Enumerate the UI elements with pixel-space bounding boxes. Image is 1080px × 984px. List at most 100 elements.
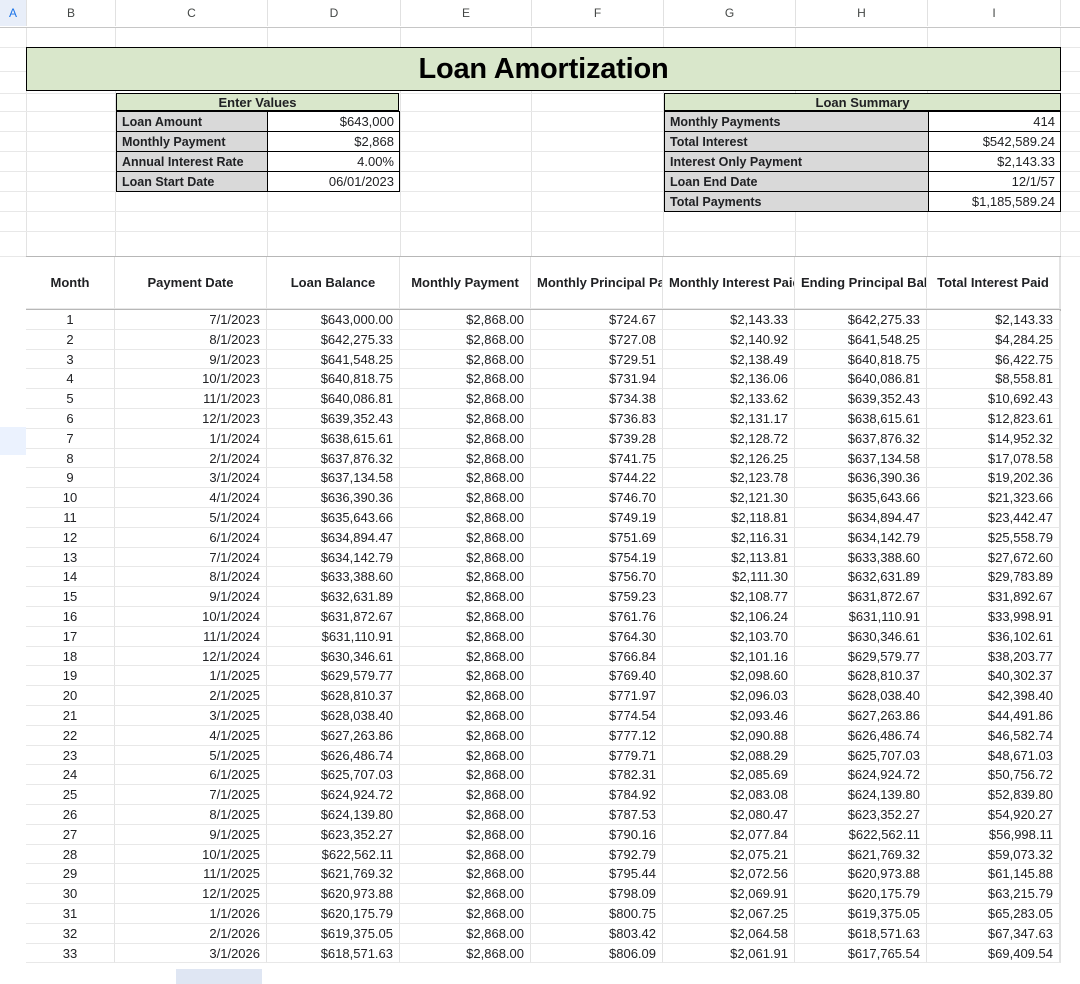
cell-r19-c3[interactable]: $2,868.00 [400, 686, 531, 706]
cell-r30-c0[interactable]: 31 [26, 904, 115, 924]
cell-r13-c1[interactable]: 8/1/2024 [115, 567, 267, 588]
cell-r26-c4[interactable]: $790.16 [531, 824, 663, 845]
cell-r12-c4[interactable]: $754.19 [531, 547, 663, 568]
cell-r14-c5[interactable]: $2,108.77 [663, 587, 795, 607]
cell-r10-c1[interactable]: 5/1/2024 [115, 508, 267, 528]
cell-r13-c0[interactable]: 14 [26, 567, 115, 588]
cell-r28-c4[interactable]: $795.44 [531, 864, 663, 885]
cell-r24-c3[interactable]: $2,868.00 [400, 785, 531, 805]
loan-summary-value-1[interactable]: $542,589.24 [928, 131, 1061, 152]
cell-r4-c1[interactable]: 11/1/2023 [115, 389, 267, 409]
cell-r4-c5[interactable]: $2,133.62 [663, 389, 795, 409]
table-row[interactable]: 3 9/1/2023 $641,548.25 $2,868.00 $729.51 $2,1… [26, 349, 1061, 370]
cell-r25-c1[interactable]: 8/1/2025 [115, 805, 267, 825]
cell-r6-c4[interactable]: $739.28 [531, 428, 663, 449]
cell-r12-c3[interactable]: $2,868.00 [400, 547, 531, 568]
table-row[interactable]: 33 3/1/2026 $618,571.63 $2,868.00 $806.09 $2,… [26, 943, 1061, 964]
cell-r31-c3[interactable]: $2,868.00 [400, 923, 531, 944]
cell-r8-c1[interactable]: 3/1/2024 [115, 468, 267, 489]
table-row[interactable]: 32 2/1/2026 $619,375.05 $2,868.00 $803.42 $2,… [26, 923, 1061, 944]
cell-r24-c2[interactable]: $624,924.72 [267, 785, 400, 805]
column-header-f[interactable]: F [532, 0, 664, 26]
cell-r0-c7[interactable]: $2,143.33 [927, 310, 1060, 330]
cell-r18-c5[interactable]: $2,098.60 [663, 666, 795, 687]
table-row[interactable]: 23 5/1/2025 $626,486.74 $2,868.00 $779.71 $2,… [26, 745, 1061, 766]
cell-r23-c0[interactable]: 24 [26, 765, 115, 786]
cell-r9-c2[interactable]: $636,390.36 [267, 488, 400, 508]
cell-r14-c6[interactable]: $631,872.67 [795, 587, 927, 607]
cell-r3-c7[interactable]: $8,558.81 [927, 369, 1060, 390]
table-row[interactable]: 7 1/1/2024 $638,615.61 $2,868.00 $739.28 $2,1… [26, 428, 1061, 449]
enter-values-value-0[interactable]: $643,000 [267, 111, 400, 132]
cell-r20-c2[interactable]: $628,038.40 [267, 706, 400, 726]
cell-r12-c1[interactable]: 7/1/2024 [115, 547, 267, 568]
cell-r7-c3[interactable]: $2,868.00 [400, 448, 531, 469]
cell-r17-c4[interactable]: $766.84 [531, 646, 663, 667]
cell-r19-c4[interactable]: $771.97 [531, 686, 663, 706]
cell-r31-c2[interactable]: $619,375.05 [267, 923, 400, 944]
column-header-a[interactable]: A [0, 0, 27, 26]
cell-r13-c3[interactable]: $2,868.00 [400, 567, 531, 588]
cell-r23-c4[interactable]: $782.31 [531, 765, 663, 786]
cell-r24-c7[interactable]: $52,839.80 [927, 785, 1060, 805]
enter-values-label-3[interactable]: Loan Start Date [116, 171, 268, 192]
cell-r7-c0[interactable]: 8 [26, 448, 115, 469]
cell-r1-c0[interactable]: 2 [26, 329, 115, 350]
cell-r10-c4[interactable]: $749.19 [531, 508, 663, 528]
cell-r17-c1[interactable]: 12/1/2024 [115, 646, 267, 667]
cell-r27-c6[interactable]: $621,769.32 [795, 844, 927, 865]
loan-summary-label-0[interactable]: Monthly Payments [664, 111, 929, 132]
cell-r2-c3[interactable]: $2,868.00 [400, 349, 531, 370]
table-row[interactable]: 21 3/1/2025 $628,038.40 $2,868.00 $774.54 $2,… [26, 706, 1061, 726]
cell-r15-c4[interactable]: $761.76 [531, 607, 663, 627]
cell-r28-c3[interactable]: $2,868.00 [400, 864, 531, 885]
cell-r19-c0[interactable]: 20 [26, 686, 115, 706]
table-row[interactable]: 13 7/1/2024 $634,142.79 $2,868.00 $754.19 $2,… [26, 547, 1061, 568]
cell-r27-c3[interactable]: $2,868.00 [400, 844, 531, 865]
cell-r25-c6[interactable]: $623,352.27 [795, 805, 927, 825]
cell-r4-c4[interactable]: $734.38 [531, 389, 663, 409]
cell-r23-c1[interactable]: 6/1/2025 [115, 765, 267, 786]
cell-r29-c5[interactable]: $2,069.91 [663, 884, 795, 904]
cell-r20-c0[interactable]: 21 [26, 706, 115, 726]
cell-r21-c2[interactable]: $627,263.86 [267, 725, 400, 746]
column-header-i[interactable]: I [928, 0, 1061, 26]
cell-r28-c0[interactable]: 29 [26, 864, 115, 885]
cell-r25-c5[interactable]: $2,080.47 [663, 805, 795, 825]
cell-r2-c4[interactable]: $729.51 [531, 349, 663, 370]
cell-r9-c4[interactable]: $746.70 [531, 488, 663, 508]
cell-r26-c5[interactable]: $2,077.84 [663, 824, 795, 845]
cell-r4-c2[interactable]: $640,086.81 [267, 389, 400, 409]
cell-r23-c2[interactable]: $625,707.03 [267, 765, 400, 786]
enter-values-label-2[interactable]: Annual Interest Rate [116, 151, 268, 172]
cell-r5-c4[interactable]: $736.83 [531, 409, 663, 429]
table-row[interactable]: 28 10/1/2025 $622,562.11 $2,868.00 $792.79 $2… [26, 844, 1061, 865]
table-row[interactable]: 27 9/1/2025 $623,352.27 $2,868.00 $790.16 $2,… [26, 824, 1061, 845]
cell-r20-c7[interactable]: $44,491.86 [927, 706, 1060, 726]
cell-r26-c1[interactable]: 9/1/2025 [115, 824, 267, 845]
cell-r8-c5[interactable]: $2,123.78 [663, 468, 795, 489]
cell-r5-c5[interactable]: $2,131.17 [663, 409, 795, 429]
amort-col-header-7[interactable]: Total Interest Paid [927, 257, 1060, 309]
cell-r27-c0[interactable]: 28 [26, 844, 115, 865]
cell-r3-c4[interactable]: $731.94 [531, 369, 663, 390]
cell-r32-c3[interactable]: $2,868.00 [400, 943, 531, 964]
cell-r22-c1[interactable]: 5/1/2025 [115, 745, 267, 766]
cell-r31-c1[interactable]: 2/1/2026 [115, 923, 267, 944]
cell-r4-c0[interactable]: 5 [26, 389, 115, 409]
cell-r25-c3[interactable]: $2,868.00 [400, 805, 531, 825]
cell-r22-c0[interactable]: 23 [26, 745, 115, 766]
cell-r25-c7[interactable]: $54,920.27 [927, 805, 1060, 825]
cell-r14-c0[interactable]: 15 [26, 587, 115, 607]
cell-r22-c6[interactable]: $625,707.03 [795, 745, 927, 766]
cell-r0-c5[interactable]: $2,143.33 [663, 310, 795, 330]
cell-r14-c2[interactable]: $632,631.89 [267, 587, 400, 607]
amort-col-header-4[interactable]: Monthly Principal Paid [531, 257, 663, 309]
cell-r18-c6[interactable]: $628,810.37 [795, 666, 927, 687]
table-row[interactable]: 12 6/1/2024 $634,894.47 $2,868.00 $751.69 $2,… [26, 527, 1061, 548]
cell-r17-c6[interactable]: $629,579.77 [795, 646, 927, 667]
cell-r10-c2[interactable]: $635,643.66 [267, 508, 400, 528]
cell-r0-c3[interactable]: $2,868.00 [400, 310, 531, 330]
cell-r9-c3[interactable]: $2,868.00 [400, 488, 531, 508]
cell-r3-c1[interactable]: 10/1/2023 [115, 369, 267, 390]
